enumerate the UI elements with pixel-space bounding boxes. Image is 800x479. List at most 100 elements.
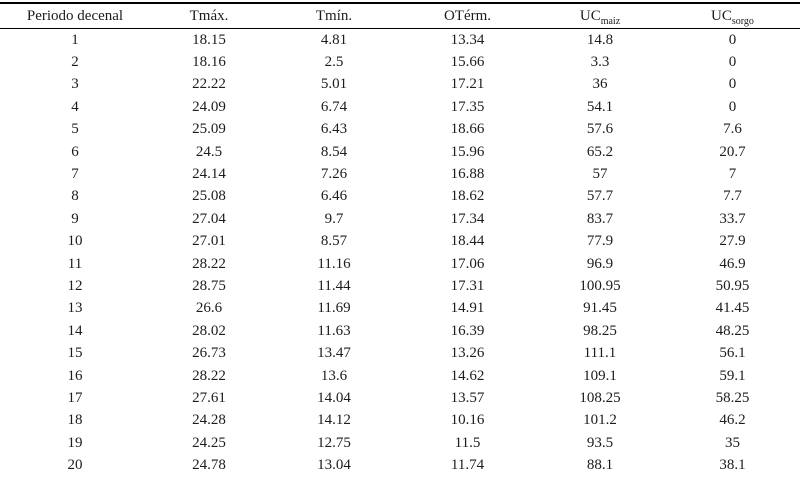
table-cell: 11.69 xyxy=(317,300,351,317)
table-cell: 3.3 xyxy=(590,54,610,71)
table-cell: 25.09 xyxy=(192,121,226,138)
table-cell: 3 xyxy=(71,76,79,93)
table-cell: 4.81 xyxy=(320,31,348,48)
table-cell: 28.75 xyxy=(192,277,226,294)
col-header-label: UC xyxy=(711,7,732,24)
table-cell: 6.74 xyxy=(320,98,348,115)
table-cell: 7 xyxy=(71,166,79,183)
col-header-label: OTérm. xyxy=(443,7,492,24)
table-row: 16 28.22 13.6 14.62 109.1 59.1 xyxy=(0,365,800,387)
table-cell: 17.21 xyxy=(450,76,485,93)
table-cell: 50.95 xyxy=(715,277,750,294)
table-cell: 41.45 xyxy=(715,300,750,317)
table-cell: 5.01 xyxy=(320,76,348,93)
table-cell: 108.25 xyxy=(579,389,621,406)
table-cell: 8.57 xyxy=(320,233,348,250)
table-cell: 12.75 xyxy=(317,434,351,451)
table-cell: 7.7 xyxy=(723,188,742,205)
table-cell: 27.01 xyxy=(192,233,226,250)
table-cell: 18.66 xyxy=(450,121,485,138)
table-cell: 9.7 xyxy=(324,210,344,227)
table-cell: 17.06 xyxy=(450,255,485,272)
table-cell: 13.26 xyxy=(450,345,485,362)
table-cell: 13.04 xyxy=(317,457,351,474)
table-cell: 27.9 xyxy=(719,233,746,250)
table-cell: 2 xyxy=(71,54,79,71)
table-cell: 17.31 xyxy=(450,277,485,294)
table-cell: 17.34 xyxy=(450,210,485,227)
table-cell: 8.54 xyxy=(320,143,348,160)
table-cell: 24.09 xyxy=(192,98,226,115)
table-row: 11 28.22 11.16 17.06 96.9 46.9 xyxy=(0,253,800,275)
table-cell: 9 xyxy=(71,210,79,227)
table-cell: 18 xyxy=(67,412,83,429)
col-header-label: Tmáx. xyxy=(189,7,229,24)
table-row: 17 27.61 14.04 13.57 108.25 58.25 xyxy=(0,387,800,409)
table-cell: 101.2 xyxy=(583,412,617,429)
table-cell: 28.22 xyxy=(192,367,226,384)
table-cell: 14 xyxy=(67,322,83,339)
table-cell: 13 xyxy=(67,300,83,317)
table-cell: 11.5 xyxy=(454,434,481,451)
table-cell: 65.2 xyxy=(586,143,614,160)
table-cell: 26.6 xyxy=(195,300,223,317)
table-cell: 13.47 xyxy=(317,345,351,362)
table-cell: 0 xyxy=(728,31,737,48)
table-cell: 16.39 xyxy=(450,322,485,339)
table-cell: 25.08 xyxy=(192,188,226,205)
table-cell: 14.62 xyxy=(450,367,485,384)
table-cell: 11 xyxy=(67,255,83,272)
col-header-uc-sorgo: UCsorgo xyxy=(665,3,800,29)
table-row: 18 24.28 14.12 10.16 101.2 46.2 xyxy=(0,410,800,432)
table-cell: 1 xyxy=(71,31,79,48)
col-header-tmax: Tmáx. xyxy=(150,3,268,29)
table-cell: 5 xyxy=(71,121,79,138)
col-header-periodo-decenal: Periodo decenal xyxy=(0,3,150,29)
table-cell: 13.57 xyxy=(450,389,485,406)
table-cell: 18.16 xyxy=(192,54,226,71)
table-cell: 6.43 xyxy=(320,121,348,138)
table-cell: 10 xyxy=(67,233,83,250)
table-row: 10 27.01 8.57 18.44 77.9 27.9 xyxy=(0,231,800,253)
table-cell: 27.61 xyxy=(192,389,226,406)
table-cell: 2.5 xyxy=(324,54,344,71)
table-header-row: Periodo decenal Tmáx. Tmín. OTérm. UCmai… xyxy=(0,3,800,29)
table-cell: 11.16 xyxy=(317,255,351,272)
table-cell: 20 xyxy=(67,457,83,474)
table-cell: 96.9 xyxy=(586,255,614,272)
table-cell: 57 xyxy=(592,166,608,183)
table-cell: 8 xyxy=(71,188,79,205)
table-cell: 98.25 xyxy=(583,322,617,339)
table-body: 1 18.15 4.81 13.34 14.8 0 2 18.16 2.5 15.66 3.3 0 3 2… xyxy=(0,29,800,477)
table-row: 12 28.75 11.44 17.31 100.95 50.95 xyxy=(0,275,800,297)
table-cell: 83.7 xyxy=(586,210,614,227)
table-row: 5 25.09 6.43 18.66 57.6 7.6 xyxy=(0,119,800,141)
table-cell: 0 xyxy=(728,54,737,71)
table-row: 1 18.15 4.81 13.34 14.8 0 xyxy=(0,29,800,52)
table-row: 9 27.04 9.7 17.34 83.7 33.7 xyxy=(0,208,800,230)
table-cell: 48.25 xyxy=(715,322,750,339)
table-row: 3 22.22 5.01 17.21 36 0 xyxy=(0,74,800,96)
table-cell: 14.91 xyxy=(450,300,485,317)
table-row: 7 24.14 7.26 16.88 57 7 xyxy=(0,163,800,185)
table-cell: 18.15 xyxy=(192,31,226,48)
table-cell: 35 xyxy=(725,434,740,451)
table-cell: 27.04 xyxy=(192,210,226,227)
table-row: 2 18.16 2.5 15.66 3.3 0 xyxy=(0,51,800,73)
col-header-subscript: sorgo xyxy=(731,15,754,27)
table-cell: 17.35 xyxy=(450,98,485,115)
table-cell: 0 xyxy=(728,98,737,115)
table-row: 14 28.02 11.63 16.39 98.25 48.25 xyxy=(0,320,800,342)
table-cell: 11.44 xyxy=(317,277,351,294)
table-cell: 28.02 xyxy=(192,322,226,339)
table-row: 4 24.09 6.74 17.35 54.1 0 xyxy=(0,96,800,118)
table-cell: 19 xyxy=(67,434,83,451)
col-header-oterm: OTérm. xyxy=(400,3,535,29)
col-header-label: UC xyxy=(579,7,601,24)
col-header-label: Tmín. xyxy=(315,7,353,24)
table-cell: 46.9 xyxy=(719,255,746,272)
table-cell: 93.5 xyxy=(586,434,614,451)
table-cell: 14.8 xyxy=(586,31,614,48)
